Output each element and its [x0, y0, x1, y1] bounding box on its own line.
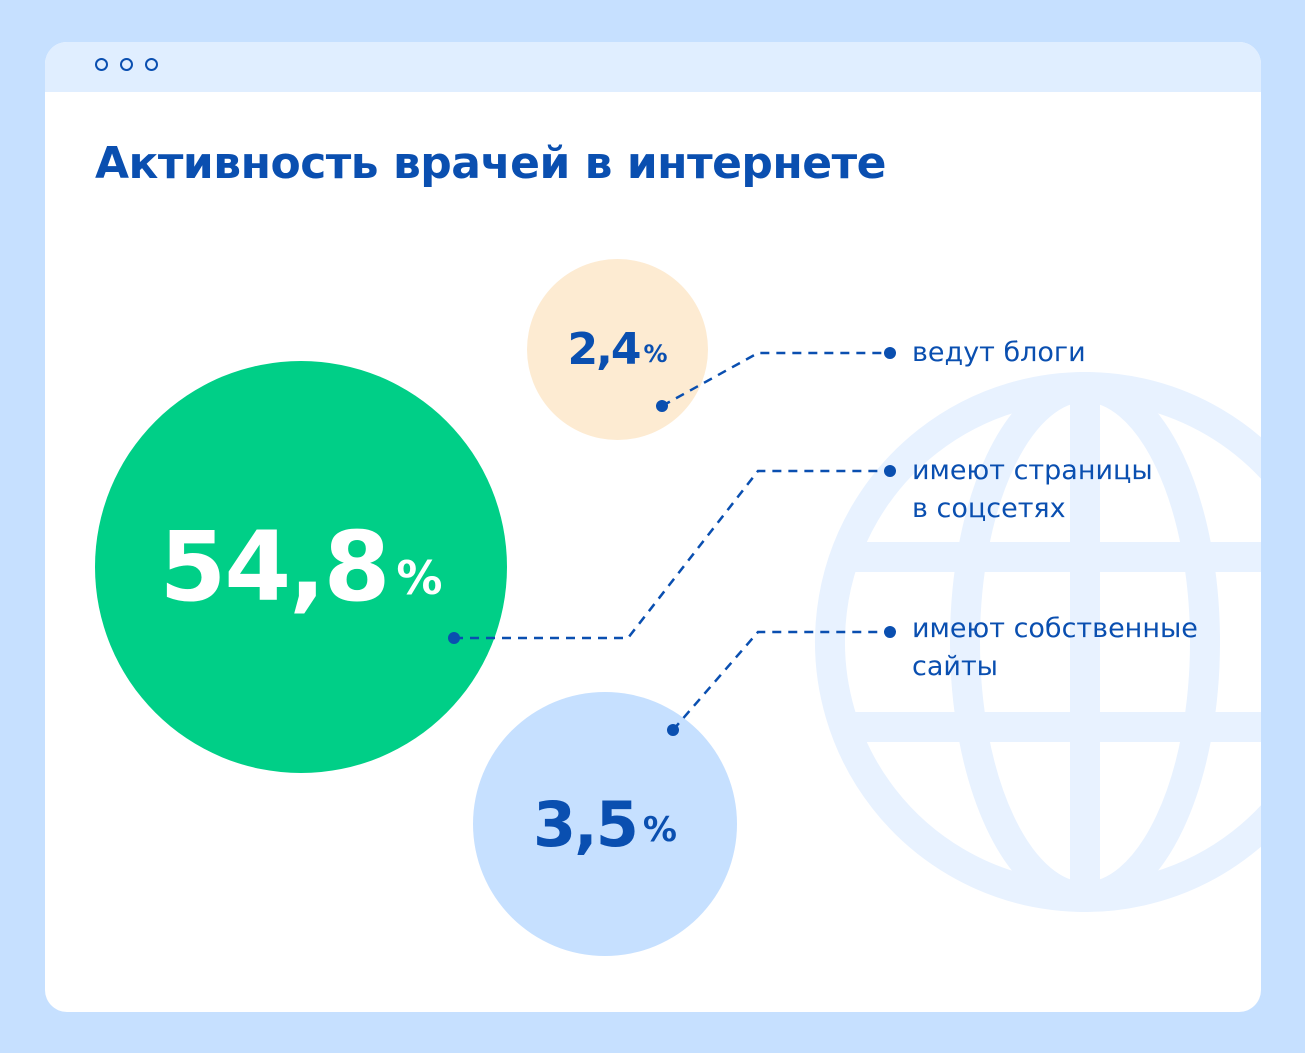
- globe-icon: [815, 372, 1261, 912]
- connector-dot: [656, 400, 668, 412]
- page-title: Активность врачей в интернете: [95, 138, 887, 189]
- connector-dot: [884, 626, 896, 638]
- percent-sign: %: [642, 810, 677, 850]
- label-blogs: ведут блоги: [912, 337, 1086, 368]
- connector-dot: [884, 465, 896, 477]
- connector-dot: [884, 347, 896, 359]
- connector-lines: [448, 347, 896, 736]
- window-titlebar: [45, 42, 1261, 92]
- window-dot[interactable]: [95, 58, 108, 71]
- label-own-sites: имеют собственные сайты: [912, 613, 1198, 682]
- value-label: 2,4: [567, 324, 642, 375]
- connector-blogs: [661, 351, 890, 408]
- value-label: 54,8: [159, 511, 391, 623]
- connector-dot: [667, 724, 679, 736]
- browser-window: Активность врачей в интернете 54,8 % 2,4…: [45, 42, 1261, 1012]
- value-label: 3,5: [533, 787, 639, 861]
- bubble-social-pages: 54,8 %: [95, 361, 507, 773]
- label-social-pages: имеют страницы в соцсетях: [912, 455, 1153, 524]
- connector-dot: [448, 632, 460, 644]
- bubble-blogs: 2,4 %: [527, 259, 708, 440]
- percent-sign: %: [396, 551, 443, 605]
- window-dot[interactable]: [120, 58, 133, 71]
- connector-social: [454, 469, 890, 640]
- percent-sign: %: [643, 339, 668, 368]
- bubble-own-sites: 3,5 %: [473, 692, 737, 956]
- connector-sites: [672, 630, 890, 731]
- window-dot[interactable]: [145, 58, 158, 71]
